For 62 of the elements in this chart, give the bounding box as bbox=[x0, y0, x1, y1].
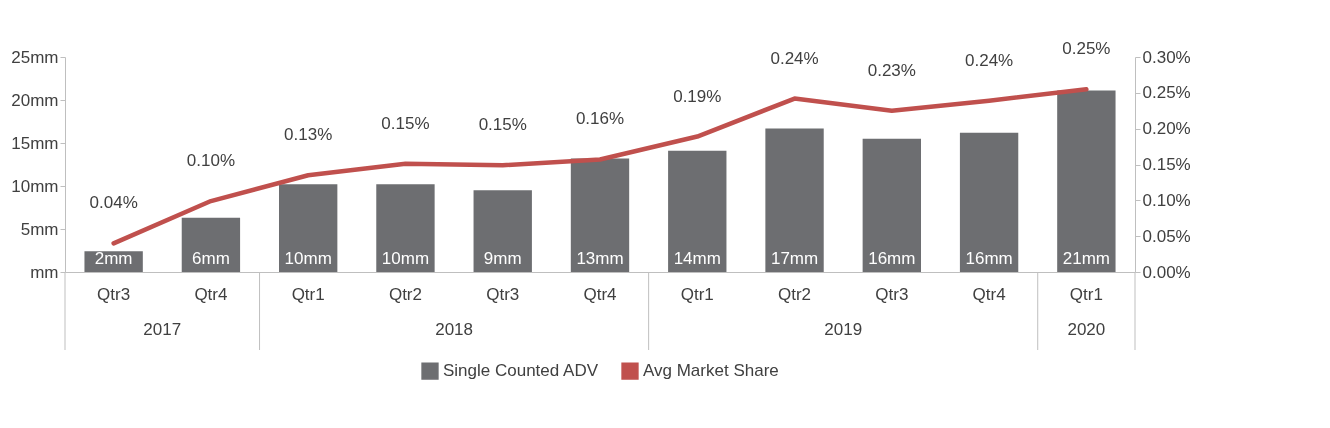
x-tick-label: Qtr3 bbox=[97, 284, 131, 304]
x-tick-label: Qtr1 bbox=[291, 284, 325, 304]
y2-tick-label: 0.15% bbox=[1142, 155, 1191, 174]
data-label: 17mm bbox=[770, 249, 819, 268]
x-tick-label: Qtr2 bbox=[388, 284, 422, 304]
bar bbox=[668, 150, 727, 272]
data-label: 0.16% bbox=[575, 109, 625, 129]
data-label: 0.13% bbox=[284, 125, 333, 145]
legend-label: Avg Market Share bbox=[643, 361, 779, 381]
data-label: 0.04% bbox=[89, 193, 138, 213]
bar bbox=[473, 190, 532, 272]
data-label: 0.15% bbox=[478, 115, 527, 135]
data-label: 14mm bbox=[673, 249, 721, 268]
y2-tick-label: 0.00% bbox=[1142, 262, 1191, 282]
x-tick-label: Qtr3 bbox=[875, 284, 909, 304]
y2-tick-label: 0.20% bbox=[1142, 119, 1191, 139]
data-label: 16mm bbox=[965, 249, 1013, 268]
bar bbox=[570, 158, 630, 272]
x-tick-label: Qtr3 bbox=[486, 284, 520, 304]
y-tick-label: 20mm bbox=[11, 90, 59, 110]
data-label: 0.24% bbox=[770, 48, 819, 68]
bar bbox=[376, 184, 435, 272]
data-label: 16mm bbox=[868, 249, 916, 268]
data-label: 6mm bbox=[192, 249, 230, 268]
y-tick-label: mm bbox=[30, 262, 59, 282]
x-tick-label: Qtr1 bbox=[1069, 284, 1103, 304]
data-label: 0.23% bbox=[867, 60, 916, 80]
text: 2020 bbox=[1067, 320, 1106, 339]
text: 2017 bbox=[143, 320, 182, 339]
y-tick-label: 15mm bbox=[11, 133, 59, 153]
bar bbox=[181, 217, 241, 272]
text: 2019 bbox=[824, 320, 863, 339]
x-tick-label: Qtr4 bbox=[583, 284, 617, 304]
bar bbox=[862, 138, 921, 272]
bar bbox=[765, 128, 824, 272]
data-label: 13mm bbox=[576, 249, 624, 268]
x-tick-label: Qtr4 bbox=[972, 284, 1006, 304]
y2-tick-label: 0.30% bbox=[1142, 47, 1191, 67]
data-label: 0.10% bbox=[186, 151, 236, 171]
y-tick-label: 10mm bbox=[11, 176, 59, 196]
bar bbox=[279, 184, 338, 272]
y2-tick-label: 0.05% bbox=[1142, 226, 1191, 246]
y-tick-label: 5mm bbox=[20, 219, 59, 239]
legend-label: Single Counted ADV bbox=[443, 361, 599, 381]
data-label: 21mm bbox=[1062, 249, 1110, 268]
y2-tick-label: 0.10% bbox=[1142, 190, 1191, 210]
data-label: 2mm bbox=[94, 249, 133, 268]
data-label: 10mm bbox=[381, 249, 430, 268]
data-label: 0.15% bbox=[381, 113, 430, 133]
data-label: 0.24% bbox=[964, 50, 1014, 70]
bar bbox=[1057, 90, 1116, 272]
data-label: 10mm bbox=[284, 249, 332, 268]
y-tick-label: 25mm bbox=[11, 47, 59, 67]
x-tick-label: Qtr4 bbox=[194, 284, 228, 304]
bar bbox=[959, 132, 1019, 272]
x-tick-label: Qtr1 bbox=[680, 284, 714, 304]
y2-tick-label: 0.25% bbox=[1142, 83, 1191, 103]
data-label: 9mm bbox=[483, 249, 522, 268]
data-label: 0.25% bbox=[1062, 39, 1111, 59]
x-tick-label: Qtr2 bbox=[778, 284, 812, 304]
data-label: 0.19% bbox=[673, 86, 722, 106]
text: 2018 bbox=[435, 320, 473, 339]
